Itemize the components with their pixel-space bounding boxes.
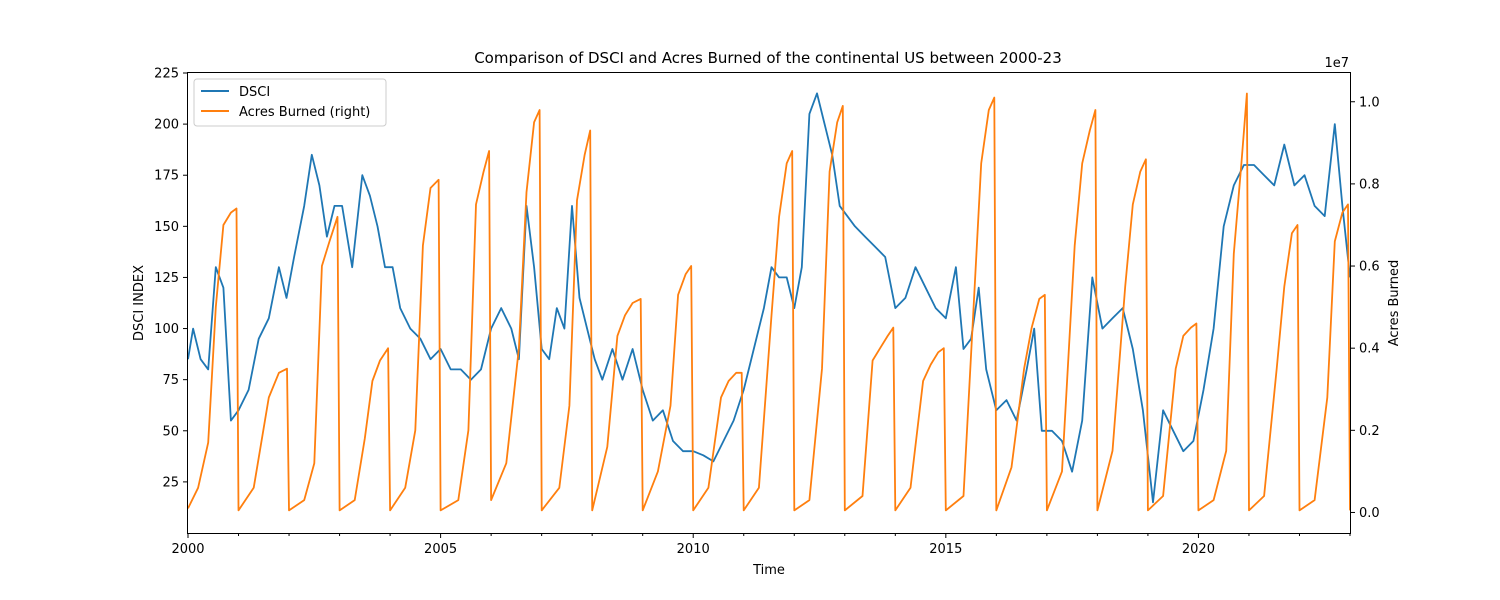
y-tick-label-left: 225 (154, 67, 179, 82)
y-tick-label-left: 100 (154, 322, 179, 337)
y-ticks-right: 0.0 0.2 0.4 0.6 0.8 1.0 (1350, 95, 1380, 521)
y-tick-label-right: 0.2 (1359, 424, 1380, 439)
x-ticks: 2000 2005 2010 2015 2020 (171, 533, 1351, 557)
chart-title: Comparison of DSCI and Acres Burned of t… (474, 49, 1062, 67)
legend-box (193, 78, 387, 127)
legend-label-acres: Acres Burned (right) (239, 105, 370, 120)
plot-frame (187, 72, 1351, 534)
series-line-acres (187, 92, 1351, 512)
x-axis-label: Time (752, 563, 785, 578)
y-tick-label-left: 75 (162, 373, 179, 388)
y-axis-label-left: DSCI INDEX (132, 265, 147, 341)
y-tick-label-left: 175 (154, 169, 179, 184)
y-tick-label-right: 0.4 (1359, 342, 1380, 357)
x-tick-label: 2005 (424, 542, 457, 557)
plot-lines (187, 92, 1351, 512)
legend-label-dsci: DSCI (239, 85, 270, 100)
legend: DSCI Acres Burned (right) (193, 78, 387, 127)
y-tick-label-right: 0.6 (1359, 260, 1380, 275)
y-tick-label-left: 200 (154, 118, 179, 133)
x-tick-label: 2010 (677, 542, 710, 557)
x-tick-label: 2020 (1182, 542, 1215, 557)
y-tick-label-right: 0.0 (1359, 506, 1380, 521)
x-tick-label: 2000 (171, 542, 204, 557)
y-ticks-left: 25 50 75 100 125 150 175 200 225 (154, 67, 188, 490)
y-tick-label-left: 25 (162, 475, 179, 490)
right-axis-multiplier: 1e7 (1324, 56, 1349, 71)
series-line-dsci (187, 92, 1351, 504)
y-tick-label-left: 125 (154, 271, 179, 286)
y-tick-label-right: 1.0 (1359, 95, 1380, 110)
x-tick-label: 2015 (929, 542, 962, 557)
y-axis-label-right: Acres Burned (1387, 260, 1402, 347)
y-tick-label-left: 50 (162, 424, 179, 439)
y-tick-label-right: 0.8 (1359, 177, 1380, 192)
y-tick-label-left: 150 (154, 220, 179, 235)
